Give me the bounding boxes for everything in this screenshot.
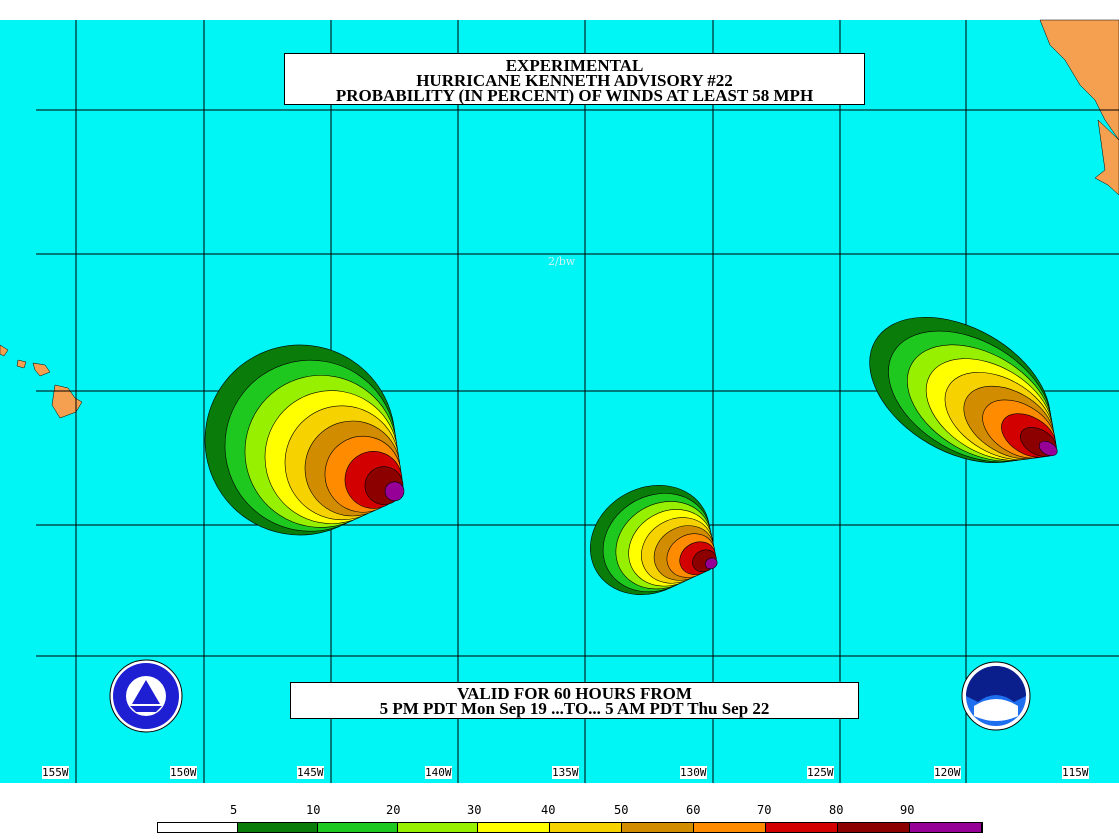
map-annotation: 2/bw [548, 255, 576, 268]
legend-swatch [318, 823, 398, 832]
probability-contour [704, 557, 718, 570]
land-baja [1094, 119, 1119, 196]
legend-label: 70 [757, 803, 772, 817]
legend-label: 5 [230, 803, 238, 817]
legend-swatch [838, 823, 910, 832]
legend-label: 90 [900, 803, 915, 817]
legend-label: 40 [541, 803, 556, 817]
title-line-3: PROBABILITY (IN PERCENT) OF WINDS AT LEA… [335, 86, 814, 105]
storm-swath [869, 317, 1058, 463]
probability-contour [1038, 440, 1058, 457]
legend-label: 30 [467, 803, 482, 817]
legend-label: 80 [829, 803, 844, 817]
land-hawaii-kauai [0, 344, 9, 357]
land-mexico [1039, 19, 1119, 141]
storm-swath [590, 485, 718, 595]
land-hawaii-oahu [16, 359, 27, 369]
probability-contour [384, 481, 405, 502]
storm-swath [204, 344, 405, 536]
land-hawaii-big [51, 384, 83, 419]
legend-label: 10 [306, 803, 321, 817]
legend-swatch [238, 823, 318, 832]
nws-logo [109, 659, 183, 733]
legend-label: 50 [614, 803, 629, 817]
legend-swatch [550, 823, 622, 832]
legend-color-bar [157, 822, 983, 833]
title-line-2: HURRICANE KENNETH ADVISORY #22 [416, 71, 733, 90]
legend-swatch [478, 823, 550, 832]
lon-label: 115W [1062, 766, 1089, 779]
lon-label: 125W [807, 766, 834, 779]
lon-label: 140W [425, 766, 452, 779]
legend-swatch [622, 823, 694, 832]
valid-period-box: VALID FOR 60 HOURS FROM 5 PM PDT Mon Sep… [290, 682, 859, 719]
legend-swatch [766, 823, 838, 832]
lon-label: 155W [42, 766, 69, 779]
legend-label: 20 [386, 803, 401, 817]
legend-swatch [158, 823, 238, 832]
lon-label: 145W [297, 766, 324, 779]
lon-label: 120W [934, 766, 961, 779]
legend-swatch [398, 823, 478, 832]
legend-label: 60 [686, 803, 701, 817]
lon-label: 130W [680, 766, 707, 779]
legend-swatch [694, 823, 766, 832]
valid-line-1: VALID FOR 60 HOURS FROM [457, 684, 692, 703]
lon-label: 150W [170, 766, 197, 779]
grid [36, 20, 1119, 783]
title-box: EXPERIMENTAL HURRICANE KENNETH ADVISORY … [284, 53, 865, 105]
land-hawaii-maui [32, 362, 51, 377]
legend-swatch [910, 823, 982, 832]
valid-line-2: 5 PM PDT Mon Sep 19 ...TO... 5 AM PDT Th… [379, 699, 770, 718]
lon-label: 135W [552, 766, 579, 779]
title-line-1: EXPERIMENTAL [505, 56, 644, 75]
noaa-logo [961, 661, 1031, 731]
